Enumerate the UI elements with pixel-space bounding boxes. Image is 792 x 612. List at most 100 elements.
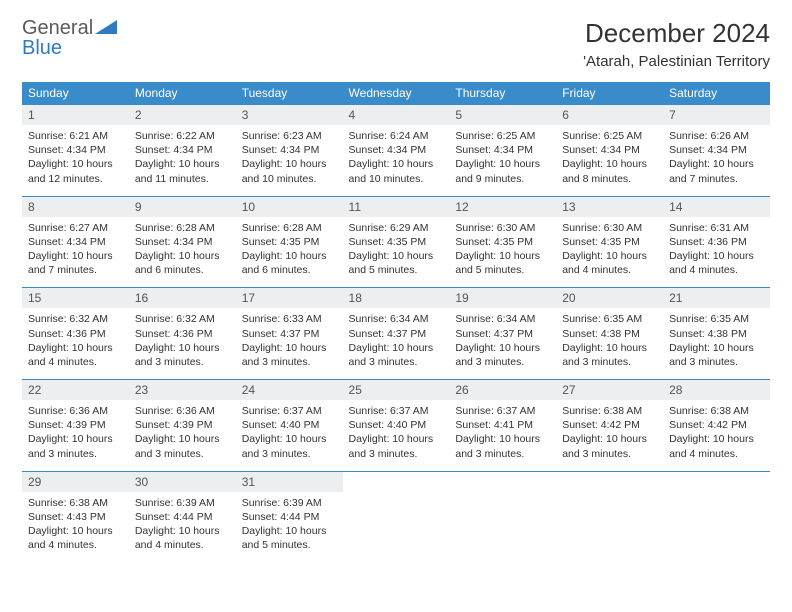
day-body: Sunrise: 6:30 AMSunset: 4:35 PMDaylight:… [449, 217, 556, 288]
weekday-header: Thursday [449, 82, 556, 105]
day-number: 14 [663, 197, 770, 217]
sunset-text: Sunset: 4:43 PM [28, 510, 123, 524]
daylight-text: Daylight: 10 hours and 4 minutes. [562, 249, 657, 277]
sunset-text: Sunset: 4:36 PM [28, 327, 123, 341]
sunset-text: Sunset: 4:34 PM [562, 143, 657, 157]
sunset-text: Sunset: 4:36 PM [135, 327, 230, 341]
day-body: Sunrise: 6:35 AMSunset: 4:38 PMDaylight:… [663, 308, 770, 379]
day-cell: 10Sunrise: 6:28 AMSunset: 4:35 PMDayligh… [236, 196, 343, 288]
day-cell: 18Sunrise: 6:34 AMSunset: 4:37 PMDayligh… [343, 288, 450, 380]
weekday-header: Monday [129, 82, 236, 105]
day-body: Sunrise: 6:27 AMSunset: 4:34 PMDaylight:… [22, 217, 129, 288]
day-cell: 16Sunrise: 6:32 AMSunset: 4:36 PMDayligh… [129, 288, 236, 380]
day-cell: 14Sunrise: 6:31 AMSunset: 4:36 PMDayligh… [663, 196, 770, 288]
day-body: Sunrise: 6:33 AMSunset: 4:37 PMDaylight:… [236, 308, 343, 379]
daylight-text: Daylight: 10 hours and 6 minutes. [135, 249, 230, 277]
sunset-text: Sunset: 4:34 PM [135, 235, 230, 249]
day-number: 8 [22, 197, 129, 217]
sunset-text: Sunset: 4:34 PM [349, 143, 444, 157]
sunrise-text: Sunrise: 6:30 AM [455, 221, 550, 235]
daylight-text: Daylight: 10 hours and 9 minutes. [455, 157, 550, 185]
weekday-header: Sunday [22, 82, 129, 105]
day-cell [449, 471, 556, 562]
sunrise-text: Sunrise: 6:24 AM [349, 129, 444, 143]
daylight-text: Daylight: 10 hours and 5 minutes. [349, 249, 444, 277]
sunrise-text: Sunrise: 6:38 AM [669, 404, 764, 418]
day-cell: 2Sunrise: 6:22 AMSunset: 4:34 PMDaylight… [129, 105, 236, 197]
day-number: 18 [343, 288, 450, 308]
day-number: 9 [129, 197, 236, 217]
daylight-text: Daylight: 10 hours and 4 minutes. [135, 524, 230, 552]
day-cell [343, 471, 450, 562]
day-cell: 30Sunrise: 6:39 AMSunset: 4:44 PMDayligh… [129, 471, 236, 562]
day-number: 13 [556, 197, 663, 217]
sunset-text: Sunset: 4:34 PM [455, 143, 550, 157]
sunrise-text: Sunrise: 6:32 AM [28, 312, 123, 326]
daylight-text: Daylight: 10 hours and 5 minutes. [242, 524, 337, 552]
weekday-header-row: Sunday Monday Tuesday Wednesday Thursday… [22, 82, 770, 105]
daylight-text: Daylight: 10 hours and 7 minutes. [28, 249, 123, 277]
day-body: Sunrise: 6:30 AMSunset: 4:35 PMDaylight:… [556, 217, 663, 288]
sunset-text: Sunset: 4:37 PM [455, 327, 550, 341]
day-body: Sunrise: 6:37 AMSunset: 4:40 PMDaylight:… [236, 400, 343, 471]
day-body: Sunrise: 6:25 AMSunset: 4:34 PMDaylight:… [449, 125, 556, 196]
day-body: Sunrise: 6:21 AMSunset: 4:34 PMDaylight:… [22, 125, 129, 196]
day-cell: 17Sunrise: 6:33 AMSunset: 4:37 PMDayligh… [236, 288, 343, 380]
day-number: 28 [663, 380, 770, 400]
daylight-text: Daylight: 10 hours and 3 minutes. [135, 432, 230, 460]
sunset-text: Sunset: 4:37 PM [242, 327, 337, 341]
day-body: Sunrise: 6:28 AMSunset: 4:35 PMDaylight:… [236, 217, 343, 288]
sunset-text: Sunset: 4:34 PM [669, 143, 764, 157]
day-number: 22 [22, 380, 129, 400]
sunrise-text: Sunrise: 6:32 AM [135, 312, 230, 326]
day-number: 27 [556, 380, 663, 400]
day-body: Sunrise: 6:32 AMSunset: 4:36 PMDaylight:… [22, 308, 129, 379]
day-cell: 28Sunrise: 6:38 AMSunset: 4:42 PMDayligh… [663, 380, 770, 472]
day-cell: 13Sunrise: 6:30 AMSunset: 4:35 PMDayligh… [556, 196, 663, 288]
sunrise-text: Sunrise: 6:29 AM [349, 221, 444, 235]
daylight-text: Daylight: 10 hours and 3 minutes. [562, 432, 657, 460]
day-number: 16 [129, 288, 236, 308]
sunset-text: Sunset: 4:36 PM [669, 235, 764, 249]
daylight-text: Daylight: 10 hours and 3 minutes. [349, 341, 444, 369]
day-body: Sunrise: 6:36 AMSunset: 4:39 PMDaylight:… [22, 400, 129, 471]
sunrise-text: Sunrise: 6:25 AM [562, 129, 657, 143]
sunset-text: Sunset: 4:40 PM [242, 418, 337, 432]
daylight-text: Daylight: 10 hours and 4 minutes. [669, 249, 764, 277]
sunrise-text: Sunrise: 6:39 AM [242, 496, 337, 510]
sunset-text: Sunset: 4:34 PM [242, 143, 337, 157]
weekday-header: Tuesday [236, 82, 343, 105]
day-number: 25 [343, 380, 450, 400]
day-cell: 15Sunrise: 6:32 AMSunset: 4:36 PMDayligh… [22, 288, 129, 380]
day-body: Sunrise: 6:34 AMSunset: 4:37 PMDaylight:… [343, 308, 450, 379]
sunset-text: Sunset: 4:34 PM [135, 143, 230, 157]
sunrise-text: Sunrise: 6:21 AM [28, 129, 123, 143]
daylight-text: Daylight: 10 hours and 8 minutes. [562, 157, 657, 185]
day-body: Sunrise: 6:38 AMSunset: 4:42 PMDaylight:… [663, 400, 770, 471]
day-cell: 3Sunrise: 6:23 AMSunset: 4:34 PMDaylight… [236, 105, 343, 197]
day-cell: 23Sunrise: 6:36 AMSunset: 4:39 PMDayligh… [129, 380, 236, 472]
sunset-text: Sunset: 4:35 PM [242, 235, 337, 249]
day-body: Sunrise: 6:35 AMSunset: 4:38 PMDaylight:… [556, 308, 663, 379]
location: 'Atarah, Palestinian Territory [583, 53, 770, 70]
daylight-text: Daylight: 10 hours and 3 minutes. [28, 432, 123, 460]
day-cell: 27Sunrise: 6:38 AMSunset: 4:42 PMDayligh… [556, 380, 663, 472]
daylight-text: Daylight: 10 hours and 10 minutes. [349, 157, 444, 185]
sunrise-text: Sunrise: 6:25 AM [455, 129, 550, 143]
day-number: 10 [236, 197, 343, 217]
day-cell: 1Sunrise: 6:21 AMSunset: 4:34 PMDaylight… [22, 105, 129, 197]
sunrise-text: Sunrise: 6:28 AM [242, 221, 337, 235]
day-number: 23 [129, 380, 236, 400]
sunset-text: Sunset: 4:44 PM [135, 510, 230, 524]
daylight-text: Daylight: 10 hours and 4 minutes. [28, 524, 123, 552]
sunrise-text: Sunrise: 6:22 AM [135, 129, 230, 143]
daylight-text: Daylight: 10 hours and 3 minutes. [562, 341, 657, 369]
daylight-text: Daylight: 10 hours and 3 minutes. [242, 432, 337, 460]
day-number: 1 [22, 105, 129, 125]
day-cell: 26Sunrise: 6:37 AMSunset: 4:41 PMDayligh… [449, 380, 556, 472]
sunset-text: Sunset: 4:39 PM [28, 418, 123, 432]
day-number: 2 [129, 105, 236, 125]
sunset-text: Sunset: 4:39 PM [135, 418, 230, 432]
day-body: Sunrise: 6:23 AMSunset: 4:34 PMDaylight:… [236, 125, 343, 196]
day-body: Sunrise: 6:37 AMSunset: 4:41 PMDaylight:… [449, 400, 556, 471]
